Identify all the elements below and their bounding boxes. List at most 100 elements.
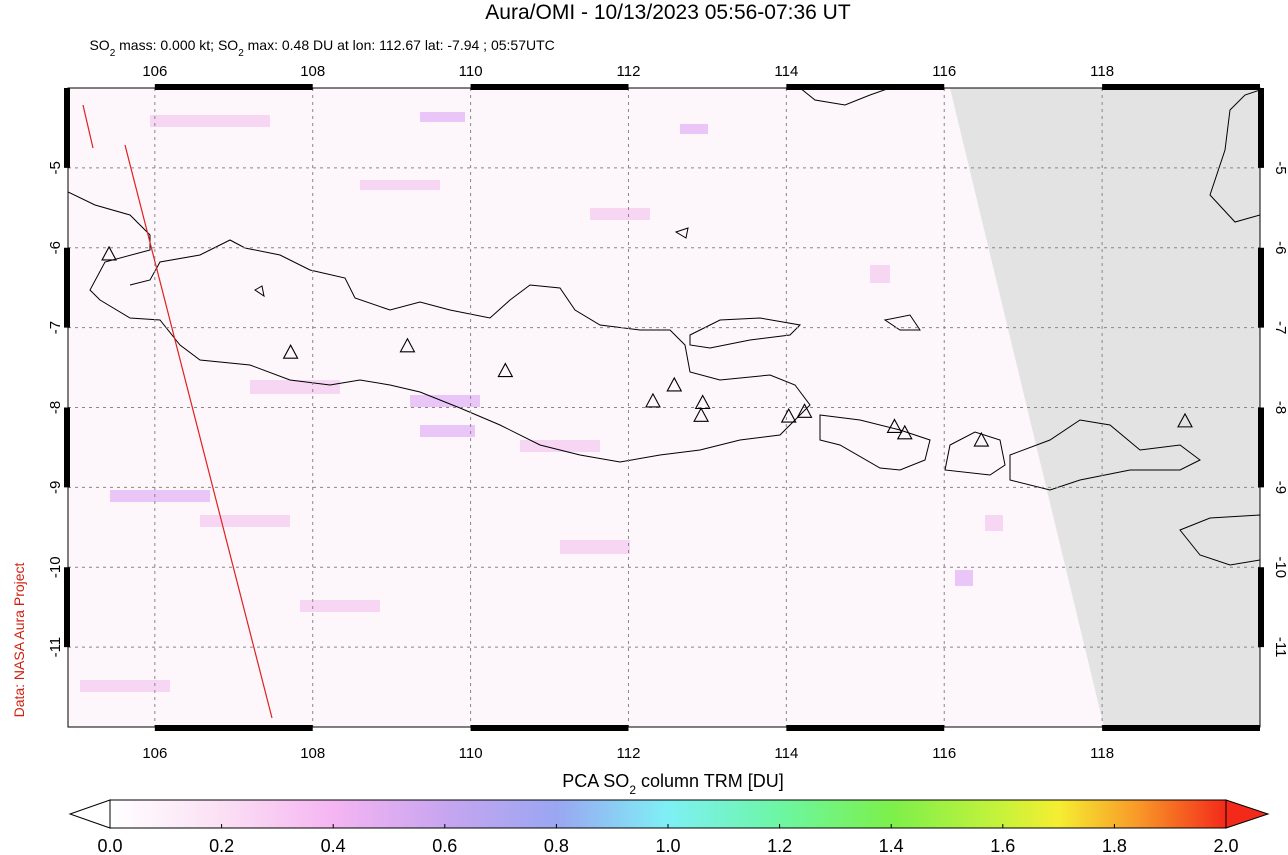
x-tick-label: 110: [459, 63, 483, 80]
colorbar-under: [68, 799, 111, 829]
x-tick-label: 118: [1090, 745, 1114, 762]
orbit-track: [82, 104, 94, 149]
x-tick-label: 116: [932, 745, 956, 762]
volcanoes: [101, 245, 1193, 447]
y-tick-label: -6: [47, 241, 64, 254]
y-tick-label: -8: [1272, 401, 1288, 414]
credit: Data: NASA Aura Project: [11, 562, 27, 717]
coastline: [1209, 89, 1260, 223]
frame-bar: [470, 725, 629, 731]
colorbar-tick-label: 1.8: [1102, 836, 1127, 855]
frame-bar: [1102, 725, 1260, 731]
volcano: [693, 407, 710, 422]
x-tick-label: 110: [459, 745, 483, 762]
coastline: [1009, 419, 1201, 491]
pixel: [985, 515, 1003, 531]
colorbar-tick-label: 0.8: [544, 836, 569, 855]
pixel: [420, 112, 465, 122]
pixel: [110, 490, 210, 502]
title: Aura/OMI - 10/13/2023 05:56-07:36 UT: [485, 1, 851, 24]
frame-bar: [786, 725, 945, 731]
colorbar-tick-label: 1.4: [879, 836, 904, 855]
pixel: [680, 124, 708, 134]
subtitle-part: SO: [89, 37, 109, 53]
colorbar-tick-label: 1.2: [767, 836, 792, 855]
x-tick-label: 106: [142, 63, 167, 80]
grid: [68, 88, 1260, 727]
volcano: [973, 431, 990, 447]
pixel: [360, 180, 440, 190]
x-tick-label: 108: [300, 745, 325, 762]
pixel: [250, 380, 340, 394]
frame-bar: [64, 88, 70, 168]
colorbar-tick-label: 0.2: [209, 836, 234, 855]
colorbar-over: [1225, 799, 1270, 829]
volcano: [666, 376, 683, 392]
coastline: [674, 227, 689, 239]
y-tick-label: -5: [47, 161, 64, 174]
orbit-track: [124, 144, 273, 719]
subtitle-part: 2: [238, 48, 244, 59]
coastline: [254, 285, 265, 298]
coastline: [1179, 514, 1260, 566]
subtitle-part: max: 0.48 DU at lon: 112.67 lat: -7.94 ;…: [244, 37, 555, 53]
colorbar-tick-label: 1.0: [655, 836, 680, 855]
colorbar-label-part: 2: [629, 783, 636, 797]
x-tick-label: 118: [1090, 63, 1114, 80]
x-tick-label: 116: [932, 63, 956, 80]
colorbar: [109, 799, 1227, 829]
coastline: [799, 88, 891, 106]
y-tick-label: -9: [1272, 481, 1288, 494]
map-area: [68, 88, 1260, 727]
volcano: [886, 418, 903, 434]
pixel: [955, 570, 973, 586]
subtitle: SO2 mass: 0.000 kt; SO2 max: 0.48 DU at …: [70, 37, 566, 59]
x-tick-label: 114: [774, 63, 798, 80]
colorbar-tick-label: 0.6: [432, 836, 457, 855]
pixel: [560, 540, 630, 554]
pixel: [420, 425, 475, 437]
coastline: [944, 431, 1006, 476]
pixel: [520, 440, 600, 452]
frame-bar: [154, 84, 313, 90]
pixel: [80, 680, 170, 692]
pixel: [410, 395, 480, 407]
subtitle-part: mass: 0.000 kt; SO: [115, 37, 238, 53]
frame-bar: [64, 247, 70, 328]
frame-bar: [470, 84, 629, 90]
subtitle-part: 2: [110, 48, 116, 59]
volcano: [1177, 412, 1193, 428]
colorbar-label: PCA SO2 column TRM [DU]: [537, 771, 798, 797]
volcano: [645, 392, 661, 408]
y-tick-label: -11: [47, 637, 64, 658]
coastline: [883, 314, 921, 331]
frame-bar: [64, 407, 70, 488]
volcano: [780, 407, 797, 423]
pixel: [200, 515, 290, 527]
volcano: [796, 403, 813, 418]
pixel: [870, 265, 890, 283]
pixel: [150, 115, 270, 127]
volcano: [282, 344, 299, 359]
map-frame: [64, 84, 1264, 731]
y-tick-label: -6: [1272, 241, 1288, 254]
frame-bar: [1258, 88, 1264, 168]
y-tick-label: -5: [1272, 161, 1288, 174]
colorbar-tick-label: 1.6: [990, 836, 1015, 855]
colorbar-tick-label: 0.4: [321, 836, 346, 855]
y-tick-label: -8: [47, 401, 64, 414]
volcano: [399, 337, 416, 353]
frame-bar: [1102, 84, 1260, 90]
x-tick-label: 112: [617, 745, 641, 762]
pixel: [300, 600, 380, 612]
colorbar-label-part: PCA SO: [562, 771, 629, 791]
frame-bar: [786, 84, 945, 90]
x-tick-label: 114: [774, 745, 798, 762]
coastline: [819, 414, 931, 471]
x-tick-label: 112: [617, 63, 641, 80]
colorbar-tick-label: 2.0: [1213, 836, 1238, 855]
volcano: [497, 362, 514, 378]
volcano: [101, 245, 117, 261]
frame-bar: [1258, 407, 1264, 488]
